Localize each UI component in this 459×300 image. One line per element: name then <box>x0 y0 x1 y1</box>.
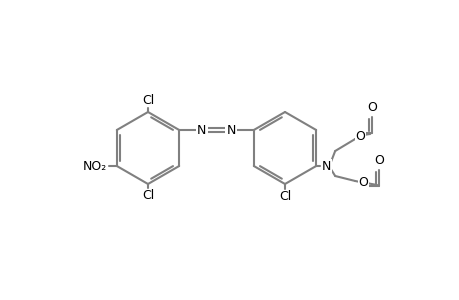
Text: Cl: Cl <box>141 189 154 202</box>
Text: NO₂: NO₂ <box>83 160 106 172</box>
Text: O: O <box>354 130 364 142</box>
Text: O: O <box>358 176 367 190</box>
Text: N: N <box>226 124 235 136</box>
Text: Cl: Cl <box>278 190 291 203</box>
Text: Cl: Cl <box>141 94 154 107</box>
Text: O: O <box>366 101 376 114</box>
Text: O: O <box>374 154 383 167</box>
Text: N: N <box>321 160 331 172</box>
Text: N: N <box>196 124 206 136</box>
